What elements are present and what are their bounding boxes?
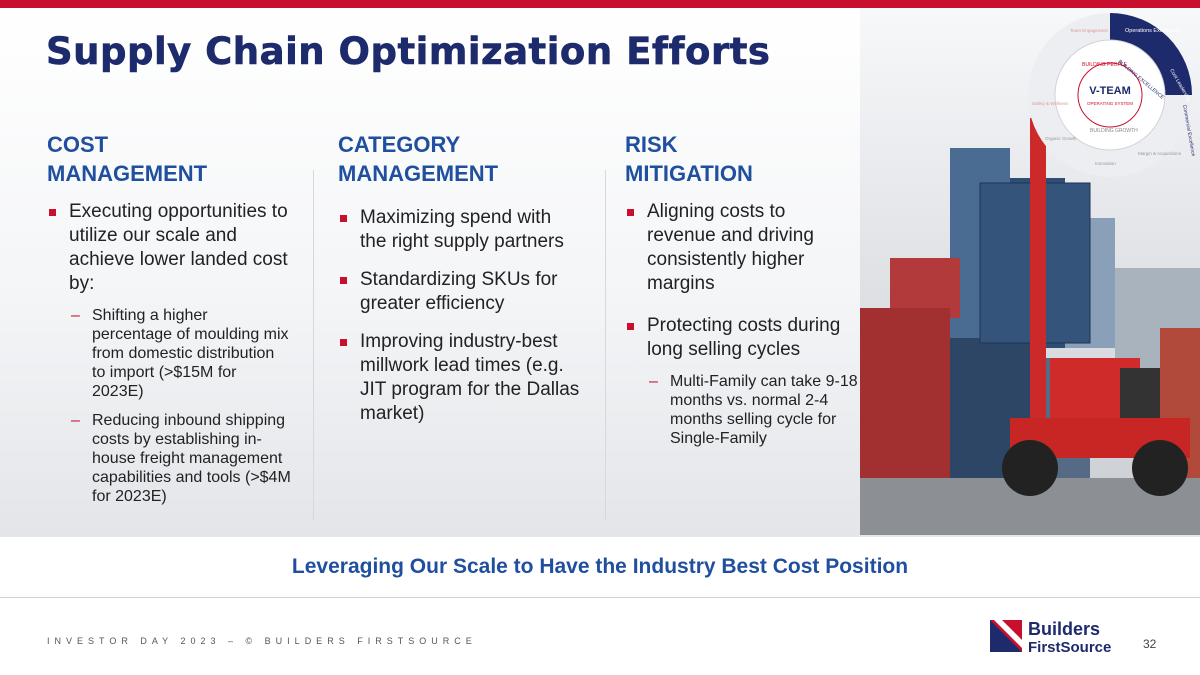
bullet: Executing opportunities to utilize our s… xyxy=(47,200,294,506)
logo: Builders FirstSource xyxy=(990,619,1111,656)
bullet: Improving industry-best millwork lead ti… xyxy=(338,330,590,426)
bullet-list: Maximizing spend with the right supply p… xyxy=(338,206,588,426)
segment-label: Safety & Wellness xyxy=(1032,101,1069,106)
column-heading: RISK MITIGATION xyxy=(625,130,865,188)
segment-label: Margin & Acquisitions xyxy=(1138,151,1182,156)
logo-line: Builders xyxy=(1028,619,1100,639)
tagline: Leveraging Our Scale to Have the Industr… xyxy=(291,555,909,578)
ring-label: BUILDING GROWTH xyxy=(1090,128,1138,134)
bullet-text: Executing opportunities to utilize our s… xyxy=(69,201,288,294)
segment-label: Operations Excellence xyxy=(1125,28,1180,34)
heading-line: COST xyxy=(47,132,109,157)
column-heading: CATEGORY MANAGEMENT xyxy=(338,130,588,188)
wheel-graphic: V-TEAM OPERATING SYSTEM BUILDING PEOPLE … xyxy=(1028,13,1196,177)
top-bar xyxy=(0,0,1200,8)
column: COST MANAGEMENT Executing opportunities t… xyxy=(47,130,309,520)
bullet-text: Protecting costs during long selling cyc… xyxy=(647,315,841,360)
sub-bullet: Shifting a higher percentage of moulding… xyxy=(69,306,292,401)
column-heading: COST MANAGEMENT xyxy=(47,130,309,188)
bullet: Aligning costs to revenue and driving co… xyxy=(625,200,837,296)
bullet: Protecting costs during long selling cyc… xyxy=(625,314,862,448)
segment-label: Organic Growth xyxy=(1045,136,1077,141)
ring-label: BUILDING PEOPLE xyxy=(1082,62,1128,68)
bullet: Maximizing spend with the right supply p… xyxy=(338,206,575,254)
heading-line: MANAGEMENT xyxy=(338,161,499,186)
highlight-segment xyxy=(1110,13,1192,95)
bullet-list: Executing opportunities to utilize our s… xyxy=(47,200,309,506)
heading-line: MITIGATION xyxy=(625,161,753,186)
bullet: Standardizing SKUs for greater efficienc… xyxy=(338,268,575,316)
page-number: 32 xyxy=(1143,637,1157,651)
wheel-center: V-TEAM xyxy=(1089,85,1131,97)
heading-line: MANAGEMENT xyxy=(47,161,208,186)
column: CATEGORY MANAGEMENT Maximizing spend with… xyxy=(338,130,588,440)
heading-line: RISK xyxy=(625,132,678,157)
bullet-list: Aligning costs to revenue and driving co… xyxy=(625,200,865,448)
logo-line: FirstSource xyxy=(1028,639,1111,656)
segment-label: Innovation xyxy=(1095,161,1116,166)
tagline-band xyxy=(0,535,1200,598)
wheel-center-sub: OPERATING SYSTEM xyxy=(1087,101,1133,106)
divider xyxy=(313,170,314,520)
title: Supply Chain Optimization Efforts xyxy=(46,30,771,74)
segment-label: Team Engagement xyxy=(1070,28,1109,33)
footer-text: INVESTOR DAY 2023 – © BUILDERS FIRSTSOUR… xyxy=(47,636,477,646)
sub-bullet: Multi-Family can take 9-18 months vs. no… xyxy=(647,372,860,448)
column: RISK MITIGATION Aligning costs to revenue… xyxy=(625,130,865,462)
inner-ring xyxy=(1077,62,1143,128)
divider xyxy=(605,170,606,520)
sub-bullet: Reducing inbound shipping costs by estab… xyxy=(69,411,292,506)
heading-line: CATEGORY xyxy=(338,132,461,157)
